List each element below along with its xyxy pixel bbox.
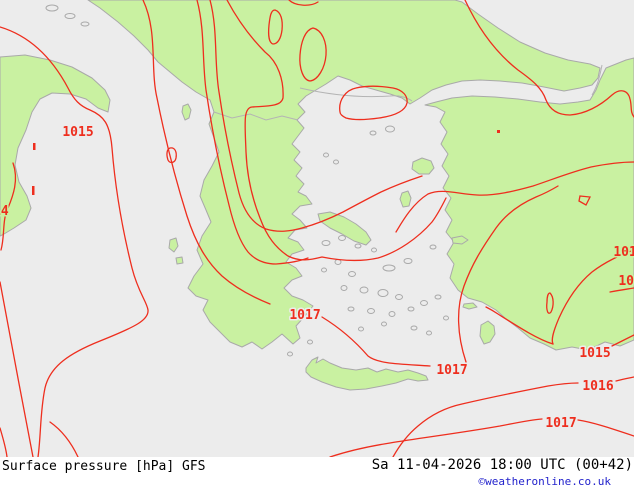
isobar-1015-west [0,26,149,457]
map-parameter-label: Surface pressure [hPa] GFS [2,459,206,474]
isobar-1014-left [0,162,17,251]
isobar-label: 1015 [579,346,610,361]
island-corfu [181,103,192,121]
copyright-link[interactable]: ©weatheronline.co.uk [478,475,611,488]
isobar-label: 1017 [289,308,320,323]
isobar-1017 [142,0,271,305]
land-crete [305,356,429,391]
model-name: GFS [182,459,206,474]
island-kefalonia [168,237,179,253]
isobar-black-sea [464,0,634,118]
isobar-label: 1017 [545,416,576,431]
isobar-label: 1015 [62,125,93,140]
small-islands [45,4,449,357]
island-rhodes [479,320,496,345]
island-samos [451,235,469,245]
land-balkans-greece [87,0,601,350]
isobar-labels: 1015 1014 1017 1017 1015 1016 1017 1014 1015 [0,124,634,433]
valid-datetime: Sa 11-04-2026 18:00 UTC (00+42) [371,457,633,473]
island-kos [462,302,478,310]
isobar-1015-east [551,249,634,345]
island-chios [399,190,412,208]
isobar-1017-south [329,418,543,457]
land-turkey [424,57,634,351]
footer-bar: Surface pressure [hPa] GFS Sa 11-04-2026… [0,457,634,490]
isobar-label: 1017 [436,363,467,378]
land-masses [0,0,634,391]
pressure-map: 1015 1014 1017 1017 1015 1016 1017 1014 1015 [0,0,634,457]
isobar-label: 1015 [618,274,634,289]
parameter-name: Surface pressure [2,459,128,474]
isobar-label: 1014 [613,245,634,260]
isobar-marmara-loop [339,85,408,121]
island-lesbos [411,157,435,175]
parameter-unit: [hPa] [135,459,175,474]
island-zakynthos [175,256,184,265]
isobar-lines [0,0,634,457]
land-euboea [317,211,372,246]
isobar-label: 1014 [0,204,9,219]
isobar-label: 1016 [582,379,613,394]
isobar-1016 [392,382,579,457]
land-italy [0,54,111,237]
